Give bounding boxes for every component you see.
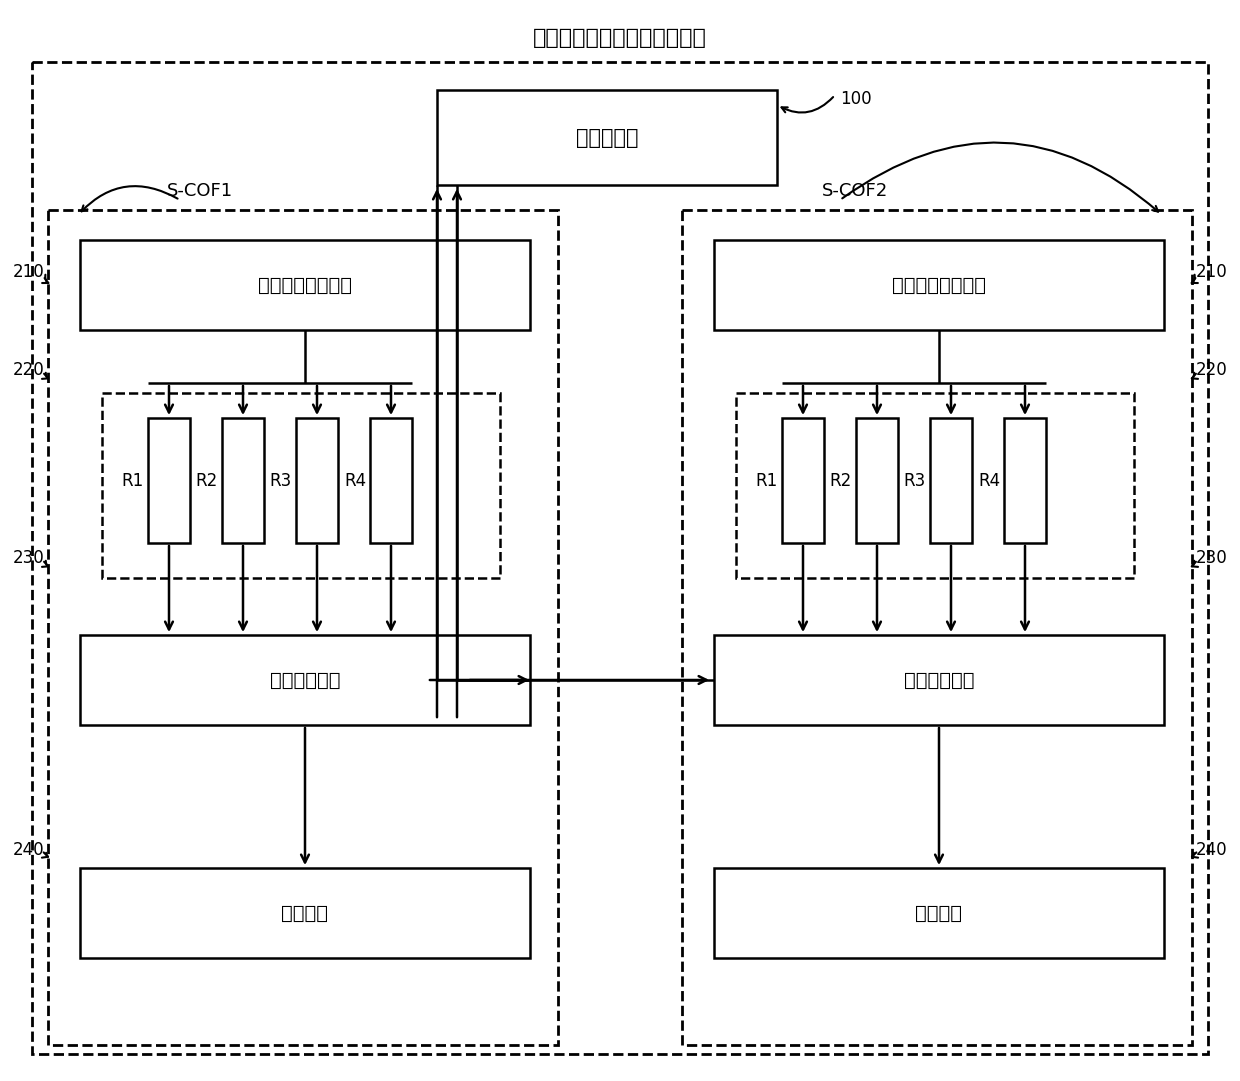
Text: R1: R1 (755, 471, 777, 490)
Bar (856, 418, 898, 543)
Text: 输出模块: 输出模块 (281, 904, 329, 922)
Bar (48, 210, 558, 1045)
Text: S-COF2: S-COF2 (822, 182, 888, 200)
Text: 230: 230 (12, 549, 43, 568)
Bar (102, 393, 500, 578)
Text: R1: R1 (122, 471, 144, 490)
Bar (714, 868, 1164, 958)
Text: 第一电压产生模块: 第一电压产生模块 (258, 276, 352, 294)
Text: 210: 210 (12, 263, 43, 281)
Text: 输出模块: 输出模块 (915, 904, 962, 922)
Bar (782, 418, 825, 543)
Text: R3: R3 (904, 471, 926, 490)
Bar (930, 418, 972, 543)
Bar (148, 418, 190, 543)
Bar (222, 418, 264, 543)
Text: 第一电压产生模块: 第一电压产生模块 (892, 276, 986, 294)
Text: R2: R2 (196, 471, 218, 490)
Text: 多路选择模块: 多路选择模块 (904, 670, 975, 690)
Bar (296, 418, 339, 543)
Text: 220: 220 (1197, 361, 1228, 379)
Text: 210: 210 (1197, 263, 1228, 281)
Text: 多路选择模块: 多路选择模块 (270, 670, 340, 690)
Bar (682, 210, 1192, 1045)
Text: 240: 240 (12, 841, 43, 859)
Text: 显示面板的伽马电压校正电路: 显示面板的伽马电压校正电路 (533, 28, 707, 48)
Text: 220: 220 (12, 361, 43, 379)
Text: S-COF1: S-COF1 (167, 182, 233, 200)
Bar (81, 868, 529, 958)
Text: 100: 100 (839, 90, 872, 108)
Text: 240: 240 (1197, 841, 1228, 859)
Bar (1004, 418, 1047, 543)
Text: R2: R2 (830, 471, 852, 490)
Bar (370, 418, 412, 543)
Text: R4: R4 (978, 471, 999, 490)
Bar (714, 240, 1164, 330)
Bar (714, 635, 1164, 725)
Bar (81, 240, 529, 330)
Text: 时序控制器: 时序控制器 (575, 128, 639, 147)
Bar (737, 393, 1135, 578)
Text: R3: R3 (270, 471, 291, 490)
Bar (81, 635, 529, 725)
Bar (436, 90, 777, 185)
Text: R4: R4 (343, 471, 366, 490)
Text: 230: 230 (1197, 549, 1228, 568)
